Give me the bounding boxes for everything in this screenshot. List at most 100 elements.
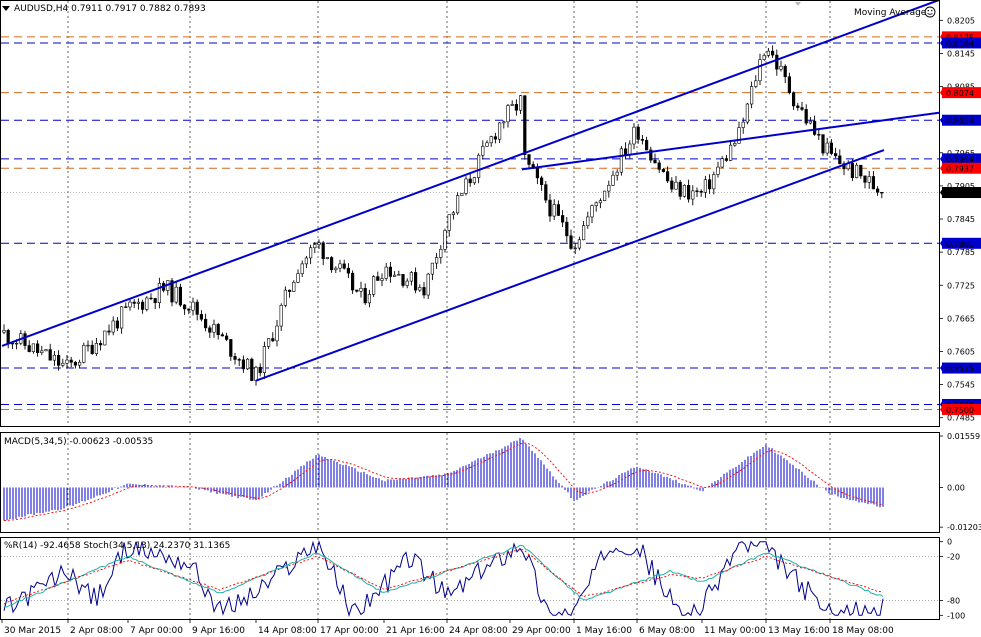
channel-middle-line[interactable] — [521, 119, 885, 171]
candle-body — [287, 289, 292, 292]
candle-body — [598, 200, 602, 204]
candle-body — [640, 139, 644, 141]
candle-body — [875, 188, 880, 193]
candle-body — [422, 287, 426, 296]
candle-body — [850, 162, 854, 178]
candle-body — [183, 304, 187, 310]
candle-body — [787, 76, 791, 93]
candle-body — [384, 266, 388, 279]
candle-body — [867, 176, 871, 183]
price-tick-label: 0.7845 — [947, 215, 975, 224]
time-tick-label: 18 May 08:00 — [832, 626, 894, 636]
candle-body — [178, 286, 183, 306]
price-tick-label: 0.7605 — [947, 347, 975, 356]
candle-body — [548, 199, 552, 217]
level-badge-pointer — [940, 39, 942, 46]
candle-body — [187, 308, 191, 311]
price-horizontal-levels[interactable] — [1, 36, 939, 410]
price-panel[interactable]: 0.8205 0.8145 0.8085 0.7965 0.7905 0.7845 0.77… — [0, 0, 981, 427]
candle-body — [712, 174, 716, 190]
level-badge-pointer — [940, 165, 942, 172]
candle-body — [745, 103, 749, 123]
candle-body — [208, 327, 212, 333]
candle-body — [632, 126, 636, 145]
candle-body — [552, 204, 556, 217]
candle-body — [796, 105, 800, 108]
oscillator-title: %R(14) -92.4658 Stoch(34,5,13) 24.2370 3… — [4, 541, 230, 551]
candle-body — [703, 179, 707, 193]
level-badge — [942, 237, 981, 249]
channel-lower-line[interactable] — [255, 149, 885, 382]
candle-body — [191, 301, 195, 311]
candle-body — [489, 136, 493, 144]
candle-body — [859, 164, 863, 177]
level-badge-text: 0.8074 — [946, 89, 974, 98]
level-badge — [942, 362, 981, 374]
channel-upper-extension[interactable] — [883, 0, 940, 22]
candle-body — [31, 343, 35, 352]
candle-body — [266, 338, 271, 347]
candle-body — [737, 127, 741, 144]
candle-body — [779, 65, 783, 70]
candle-body — [716, 166, 720, 175]
macd-panel[interactable]: 0.01559 0.00 -0.01203 MACD(5,34,5) -0.0062… — [0, 432, 981, 533]
candle-body — [829, 142, 833, 154]
candle-body — [275, 325, 279, 342]
candle-body — [367, 293, 372, 304]
candle-body — [728, 144, 733, 161]
trend-channel[interactable] — [1, 0, 940, 382]
level-badge — [942, 31, 981, 43]
price-tick-label: 0.8145 — [947, 49, 975, 58]
level-badge — [942, 153, 981, 165]
symbol-dropdown-icon[interactable] — [2, 6, 10, 11]
price-tick-label: 0.7545 — [947, 381, 975, 390]
channel-upper-line[interactable] — [1, 19, 885, 347]
candle-body — [338, 263, 342, 269]
indicator-label: Moving Average — [854, 8, 927, 18]
candle-body — [82, 345, 86, 363]
level-badge — [942, 37, 981, 49]
candle-body — [783, 65, 787, 78]
candle-body — [103, 330, 107, 346]
channel-middle-extension[interactable] — [883, 111, 940, 122]
oscillator-panel-frame — [0, 537, 940, 620]
candle-body — [145, 297, 149, 310]
candle-body — [670, 180, 674, 190]
level-badge-text: 0.7801 — [946, 240, 974, 249]
candle-body — [99, 343, 103, 346]
level-badge — [942, 187, 981, 199]
level-badge — [942, 114, 981, 126]
candle-body — [821, 134, 825, 154]
candle-body — [65, 359, 69, 364]
candle-body — [212, 324, 216, 333]
time-tick-label: 14 Apr 08:00 — [258, 626, 317, 636]
candle-body — [544, 184, 548, 201]
level-badge-pointer — [940, 240, 942, 247]
candle-body — [854, 164, 859, 178]
candle-body — [86, 344, 90, 347]
candle-body — [233, 356, 237, 360]
price-tick-label: 0.7725 — [947, 281, 975, 290]
candle-body — [535, 168, 539, 179]
candle-body — [665, 171, 670, 182]
candle-body — [52, 354, 56, 361]
candle-body — [250, 358, 254, 381]
candle-body — [682, 185, 686, 197]
candle-body — [527, 154, 531, 165]
oscillator-panel[interactable]: 0 -20 -80 -100 %R(14) -92.4658 Stoch(34,5,1… — [0, 537, 966, 621]
candle-body — [128, 301, 132, 308]
smiley-icon[interactable] — [924, 6, 936, 18]
candle-body — [791, 92, 796, 107]
candle-body — [447, 214, 451, 231]
candle-body — [241, 359, 246, 370]
candle-body — [317, 242, 321, 245]
candle-body — [451, 212, 456, 215]
level-badge-text: 0.8164 — [946, 39, 974, 48]
candle-body — [48, 349, 52, 361]
candle-body — [313, 244, 317, 249]
candle-body — [15, 342, 19, 345]
candle-body — [292, 281, 296, 292]
candle-body — [115, 320, 119, 329]
candle-body — [325, 257, 330, 259]
